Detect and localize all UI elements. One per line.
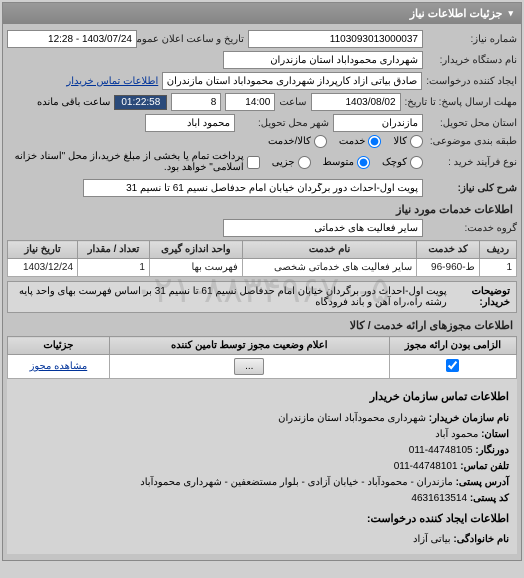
ft-address-label: آدرس پستی:: [456, 477, 509, 488]
permits-table: الزامی بودن ارائه مجوز اعلام وضعیت مجوز …: [7, 336, 517, 379]
ft-phone: 44748101-011: [394, 461, 458, 472]
ft-postal-label: کد پستی:: [470, 493, 509, 504]
th-date: تاریخ نیاز: [8, 241, 78, 259]
panel-header[interactable]: ▾ جزئیات اطلاعات نیاز: [3, 3, 521, 24]
th-qty: تعداد / مقدار: [78, 241, 150, 259]
ft-creator-name-label: نام خانوادگی:: [453, 534, 509, 545]
delivery-province-input[interactable]: [333, 114, 423, 132]
services-table: ردیف کد خدمت نام خدمت واحد اندازه گیری ت…: [7, 240, 517, 277]
service-group-input[interactable]: [223, 219, 423, 237]
th-detail: جزئیات: [8, 337, 110, 355]
need-number-label: شماره نیاز:: [427, 34, 517, 45]
panel-title: جزئیات اطلاعات نیاز: [410, 7, 503, 20]
permits-section-title: اطلاعات مجوزهای ارائه خدمت / کالا: [7, 319, 517, 332]
purchase-type-radio-group: کوچک متوسط جزیی پرداخت تمام یا بخشی از م…: [7, 151, 423, 173]
buyer-org-label: نام دستگاه خریدار:: [427, 55, 517, 66]
ft-phone-label: تلفن تماس:: [460, 461, 509, 472]
th-row: ردیف: [479, 241, 516, 259]
pt-medium-radio[interactable]: متوسط: [323, 156, 370, 169]
ft-org: شهرداری محمودآباد استان مازندران: [278, 413, 426, 424]
cat-goods-radio[interactable]: کالا: [393, 135, 423, 148]
th-status: اعلام وضعیت مجوز توسط تامین کننده: [109, 337, 389, 355]
permit-status-btn[interactable]: ...: [234, 358, 264, 375]
category-label: طبقه بندی موضوعی:: [427, 136, 517, 147]
purchase-type-label: نوع فرآیند خرید :: [427, 157, 517, 168]
permit-row: ... مشاهده مجوز: [8, 355, 517, 379]
panel-body: شماره نیاز: تاریخ و ساعت اعلان عمومی: نا…: [3, 24, 521, 560]
delivery-province-label: استان محل تحویل:: [427, 118, 517, 129]
deadline-label: مهلت ارسال پاسخ: تا تاریخ:: [405, 97, 517, 108]
th-name: نام خدمت: [242, 241, 417, 259]
note-label: توضیحات خریدار:: [455, 286, 510, 308]
main-desc-label: شرح کلی نیاز:: [427, 183, 517, 194]
note-text: پویت اول-احداث دور برگردان خیابان امام ح…: [14, 286, 447, 308]
requester-input[interactable]: [162, 72, 422, 90]
ft-creator-name: بیاتی آزاد: [413, 534, 451, 545]
deadline-date-input[interactable]: [311, 93, 401, 111]
countdown-badge: 01:22:58: [114, 95, 167, 110]
ft-fax: 44748105-011: [409, 445, 473, 456]
need-number-input[interactable]: [248, 30, 423, 48]
th-code: کد خدمت: [417, 241, 479, 259]
ft-province: محمود آباد: [435, 429, 478, 440]
deadline-min-input[interactable]: [171, 93, 221, 111]
view-permit-link[interactable]: مشاهده مجوز: [30, 361, 88, 372]
footer-title: اطلاعات تماس سازمان خریدار: [15, 389, 509, 407]
ft-org-label: نام سازمان خریدار:: [429, 413, 509, 424]
ft-address: مازندران - محمودآباد - خیابان آزادی - بل…: [140, 477, 452, 488]
ft-creator-label: اطلاعات ایجاد کننده درخواست:: [15, 511, 509, 529]
buyer-org-input[interactable]: [223, 51, 423, 69]
cat-both-radio[interactable]: کالا/خدمت: [268, 135, 327, 148]
pt-small-radio[interactable]: کوچک: [382, 156, 423, 169]
requester-label: ایجاد کننده درخواست:: [426, 76, 517, 87]
th-unit: واحد اندازه گیری: [149, 241, 242, 259]
announce-label: تاریخ و ساعت اعلان عمومی:: [141, 34, 244, 45]
announce-datetime-input[interactable]: [7, 30, 137, 48]
ft-fax-label: دورنگار:: [475, 445, 509, 456]
ft-postal: 4631613514: [411, 493, 467, 504]
permit-required-checkbox[interactable]: [446, 359, 459, 372]
services-section-title: اطلاعات خدمات مورد نیاز: [7, 203, 517, 216]
footer-info: اطلاعات تماس سازمان خریدار نام سازمان خر…: [7, 379, 517, 554]
main-desc-input[interactable]: [83, 179, 423, 197]
delivery-city-input[interactable]: [145, 114, 235, 132]
service-group-label: گروه خدمت:: [427, 223, 517, 234]
th-required: الزامی بودن ارائه مجوز: [389, 337, 516, 355]
delivery-city-label: شهر محل تحویل:: [239, 118, 329, 129]
remaining-label: ساعت باقی مانده: [37, 97, 110, 108]
contact-link[interactable]: اطلاعات تماس خریدار: [66, 76, 158, 87]
collapse-icon[interactable]: ▾: [508, 8, 513, 19]
deadline-time-label: ساعت: [279, 97, 306, 108]
pt-partial-radio[interactable]: جزیی: [272, 156, 311, 169]
ft-province-label: استان:: [481, 429, 509, 440]
deadline-time-input[interactable]: [225, 93, 275, 111]
main-panel: ▾ جزئیات اطلاعات نیاز شماره نیاز: تاریخ …: [2, 2, 522, 561]
buyer-note-box: توضیحات خریدار: پویت اول-احداث دور برگرد…: [7, 281, 517, 313]
table-row[interactable]: 1 ط-960-96 سایر فعالیت های خدماتی شخصی ف…: [8, 259, 517, 277]
cat-service-radio[interactable]: خدمت: [339, 135, 382, 148]
category-radio-group: کالا خدمت کالا/خدمت: [268, 135, 423, 148]
payment-checkbox[interactable]: پرداخت تمام یا بخشی از مبلغ خرید،از محل …: [7, 151, 260, 173]
